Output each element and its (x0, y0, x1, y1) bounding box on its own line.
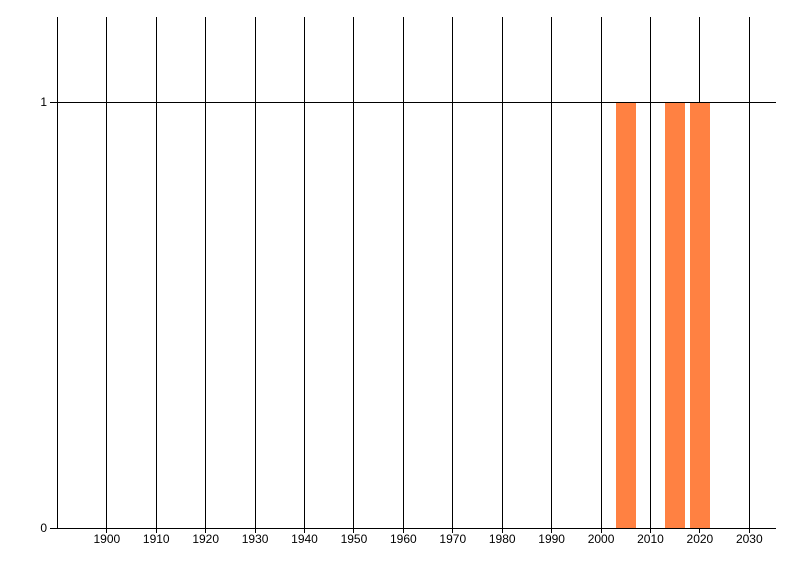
x-gridline (304, 17, 306, 528)
y-tick-label: 1 (40, 95, 47, 110)
x-gridline (353, 17, 355, 528)
x-tick (205, 528, 207, 533)
x-tick (748, 528, 750, 533)
x-tick-label: 1920 (192, 532, 220, 546)
x-tick-label: 1930 (241, 532, 269, 546)
x-tick-label: 1900 (93, 532, 121, 546)
x-tick-label: 1910 (142, 532, 170, 546)
x-tick-label: 1960 (390, 532, 417, 546)
x-tick (254, 528, 256, 533)
x-axis-line (49, 527, 776, 529)
x-tick (155, 528, 157, 533)
x-tick-label: 2010 (637, 532, 664, 546)
x-tick-label: 1980 (488, 532, 516, 546)
x-gridline (600, 17, 602, 528)
bar (615, 102, 636, 528)
x-tick (353, 528, 355, 533)
x-gridline (501, 17, 503, 528)
x-tick-label: 2000 (587, 532, 615, 546)
x-tick (304, 528, 306, 533)
x-gridline (452, 17, 454, 528)
x-tick-label: 1970 (439, 532, 467, 546)
x-tick (551, 528, 553, 533)
y-tick-label: 0 (40, 521, 47, 535)
x-tick (106, 528, 108, 533)
x-tick (699, 528, 701, 533)
x-gridline (748, 17, 750, 528)
x-gridline (551, 17, 553, 528)
x-tick-label: 1950 (340, 532, 368, 546)
x-gridline (56, 17, 58, 528)
x-tick (452, 528, 454, 533)
x-tick (649, 528, 651, 533)
x-gridline (155, 17, 157, 528)
x-tick-label: 1990 (538, 532, 565, 546)
x-tick (600, 528, 602, 533)
x-gridline (205, 17, 207, 528)
bar (665, 102, 686, 528)
x-tick-label: 1940 (291, 532, 318, 546)
x-tick (402, 528, 404, 533)
x-tick-label: 2030 (735, 532, 763, 546)
x-gridline (402, 17, 404, 528)
x-tick-label: 2020 (686, 532, 714, 546)
bar (690, 102, 710, 528)
x-tick (501, 528, 503, 533)
x-gridline (254, 17, 256, 528)
x-gridline (106, 17, 108, 528)
y-gridline (49, 101, 776, 103)
x-gridline (649, 17, 651, 528)
